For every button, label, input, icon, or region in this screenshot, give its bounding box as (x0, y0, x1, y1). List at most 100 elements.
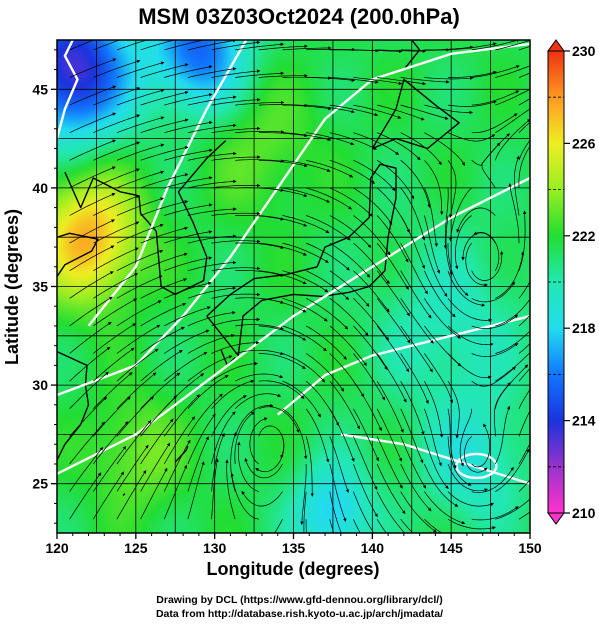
streamline (93, 141, 141, 161)
streamline (377, 49, 427, 53)
streamline (164, 256, 213, 272)
streamline (329, 159, 375, 184)
streamline (116, 324, 161, 354)
streamline (329, 215, 372, 248)
streamline (211, 98, 261, 106)
streamline (376, 408, 402, 462)
streamline (258, 406, 300, 433)
streamline (69, 245, 115, 271)
streamline (481, 142, 501, 189)
streamline (518, 98, 530, 106)
credit-line-2: Data from http://database.rish.kyoto-u.a… (155, 608, 444, 620)
streamline (465, 242, 488, 287)
streamline (447, 491, 495, 507)
contour-line (57, 42, 530, 397)
streamline (400, 325, 433, 373)
streamline (235, 242, 285, 249)
streamline (140, 118, 189, 134)
coastline (155, 140, 227, 296)
streamline (69, 446, 104, 492)
streamline (448, 70, 497, 78)
streamline (230, 472, 259, 520)
streamline (93, 87, 141, 106)
x-tick-label: 130 (203, 540, 227, 556)
streamline (424, 132, 466, 166)
streamline (518, 343, 530, 354)
streamline (235, 324, 284, 330)
streamline (258, 132, 308, 138)
streamline (258, 159, 308, 168)
streamline (258, 103, 308, 108)
streamline (187, 179, 237, 189)
streamline (376, 325, 410, 373)
streamline (140, 349, 183, 382)
y-tick-label: 45 (32, 81, 48, 97)
streamline (518, 145, 530, 188)
streamline (93, 40, 121, 51)
streamline (424, 298, 461, 339)
streamline (518, 121, 530, 133)
streamline (377, 104, 425, 121)
streamline (163, 464, 188, 520)
streamline (187, 333, 235, 354)
streamline (140, 145, 189, 161)
streamline (93, 114, 141, 134)
streamline (376, 298, 411, 344)
streamline (305, 325, 347, 360)
streamline (447, 325, 494, 347)
streamline (69, 85, 117, 106)
streamline (282, 215, 330, 234)
streamline (518, 139, 530, 161)
coastline (174, 445, 189, 463)
streamline (187, 123, 237, 134)
streamline (140, 90, 189, 106)
streamline (211, 126, 261, 134)
streamline (464, 436, 488, 473)
streamline (140, 326, 185, 354)
streamline (461, 232, 496, 261)
streamline (447, 408, 457, 469)
streamline (164, 281, 212, 299)
streamline (448, 187, 472, 242)
streamline (400, 381, 425, 436)
streamline (518, 442, 530, 465)
streamline (305, 215, 351, 241)
streamline (447, 42, 497, 51)
streamline (282, 46, 332, 51)
y-tick-label: 35 (32, 279, 48, 295)
streamline (353, 242, 390, 285)
plot-area (57, 40, 530, 533)
streamline (116, 223, 164, 244)
streamline (447, 353, 492, 380)
streamline (329, 491, 342, 533)
colorbar-tick-label: 222 (572, 228, 596, 244)
streamline (353, 215, 391, 256)
streamline (514, 155, 520, 216)
streamline (69, 219, 115, 244)
streamline (447, 132, 496, 142)
streamline (494, 405, 511, 465)
streamline (282, 132, 332, 142)
streamline (116, 170, 165, 189)
streamline (140, 173, 189, 189)
contour-line (87, 40, 248, 327)
y-axis: 25 30 35 40 45 (32, 49, 57, 524)
streamline (211, 395, 247, 437)
streamline (140, 63, 189, 78)
y-tick-label: 25 (32, 476, 48, 492)
streamline (69, 112, 117, 134)
streamline (306, 159, 354, 178)
contour-line (57, 40, 79, 139)
streamline (376, 160, 415, 200)
streamline (424, 436, 449, 490)
streamline (494, 364, 529, 409)
streamline (116, 143, 165, 161)
streamline (93, 247, 139, 272)
coastlines (57, 40, 460, 496)
streamline (377, 77, 426, 86)
streamline (69, 58, 117, 78)
coastline (57, 232, 99, 277)
streamline (116, 40, 148, 51)
streamline (353, 325, 388, 370)
streamline (164, 93, 213, 106)
